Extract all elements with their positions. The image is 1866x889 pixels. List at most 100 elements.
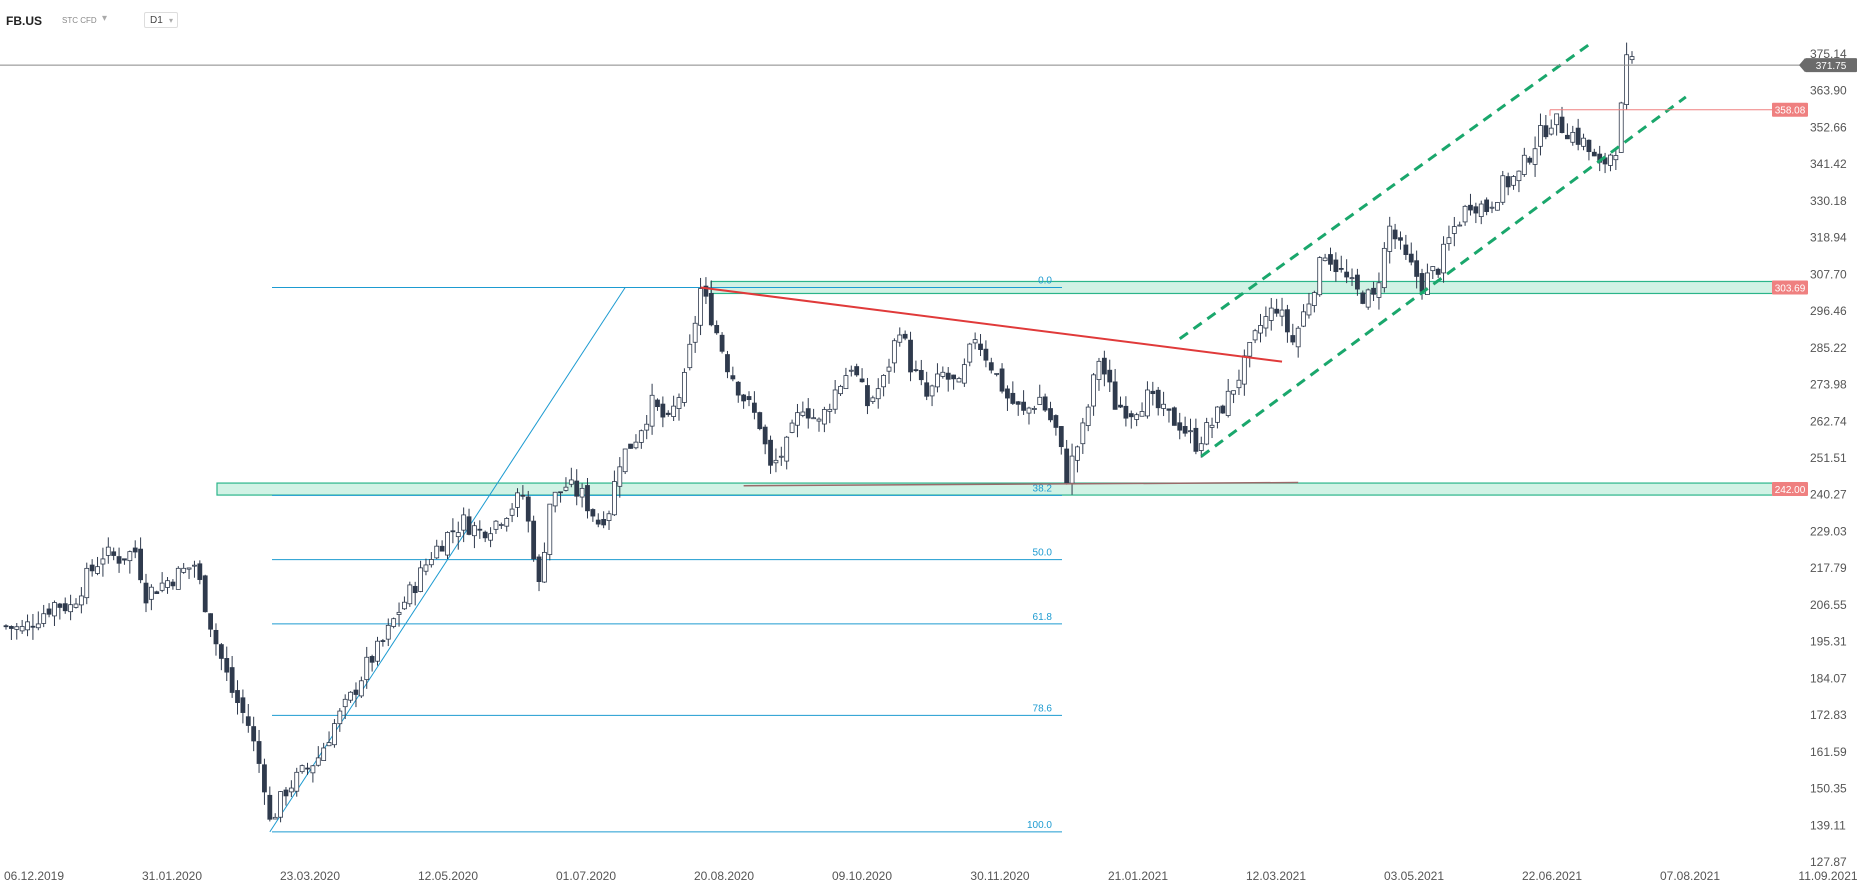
candle-body	[1446, 237, 1452, 244]
candle-body	[832, 389, 838, 410]
candle-body	[305, 767, 310, 770]
candle-body	[439, 545, 445, 552]
candle-body	[1096, 360, 1102, 380]
candle-body	[1365, 289, 1371, 308]
candle-body	[1624, 54, 1630, 105]
candle-body	[1554, 113, 1560, 126]
candle-body	[1247, 341, 1253, 357]
candle-body	[552, 491, 558, 507]
y-axis-tick-label: 352.66	[1810, 120, 1847, 134]
candle-body	[504, 518, 510, 527]
candle-body	[1306, 303, 1312, 316]
candle-body	[628, 443, 633, 449]
candle-body	[536, 556, 542, 582]
candle-body	[1177, 422, 1183, 431]
candle-body	[784, 436, 790, 462]
candle-body	[68, 604, 74, 613]
candle-body	[757, 412, 763, 430]
candle-body	[1048, 408, 1053, 421]
candle-body	[1548, 127, 1554, 135]
candle-body	[1338, 267, 1344, 270]
candle-body	[1511, 176, 1516, 186]
candle-body	[1376, 282, 1382, 298]
candle-body	[789, 422, 795, 433]
candle-body	[1387, 225, 1393, 252]
candle-body	[132, 547, 138, 553]
candle-body	[854, 366, 860, 376]
candle-body	[531, 520, 537, 560]
level-tag: 242.00	[1775, 485, 1806, 496]
candle-body	[1215, 406, 1220, 423]
candle-body	[1371, 287, 1376, 295]
level-tag-bg	[1772, 482, 1808, 497]
candle-body	[665, 412, 671, 415]
candle-body	[181, 567, 187, 573]
candle-body	[681, 372, 687, 403]
candle-body	[170, 581, 176, 587]
candle-body	[940, 371, 946, 377]
y-axis-tick-label: 285.22	[1810, 341, 1847, 355]
candle-body	[498, 524, 504, 526]
candle-body	[956, 378, 962, 383]
candle-body	[961, 364, 967, 384]
candle-body	[746, 396, 752, 401]
candle-body	[1570, 131, 1576, 143]
candle-body	[644, 423, 650, 431]
y-axis-tick-label: 127.87	[1810, 855, 1847, 869]
candle-body	[655, 399, 660, 408]
candle-body	[240, 697, 246, 713]
candle-body	[595, 519, 601, 525]
candle-body	[154, 591, 160, 594]
candle-body	[1532, 148, 1538, 165]
candle-body	[1220, 405, 1226, 414]
candle-body	[983, 348, 989, 361]
candle-body	[795, 412, 800, 426]
level-tag: 358.08	[1775, 106, 1806, 117]
y-axis-tick-label: 217.79	[1810, 561, 1847, 575]
candle-body	[687, 343, 693, 369]
y-axis-tick-label: 139.11	[1810, 818, 1846, 832]
candle-body	[563, 486, 569, 491]
candle-body	[800, 411, 806, 416]
x-axis-tick-label: 11.09.2021	[1798, 869, 1857, 883]
x-axis-tick-label: 12.03.2021	[1246, 869, 1306, 883]
candle-body	[838, 385, 843, 395]
candle-body	[902, 333, 908, 339]
candle-body	[649, 394, 655, 427]
candle-body	[100, 558, 106, 565]
symbol-label[interactable]: FB.US	[6, 14, 42, 28]
timeframe-select[interactable]: D1 ▾	[144, 12, 178, 28]
candle-body	[703, 285, 709, 297]
x-axis-tick-label: 06.12.2019	[4, 869, 64, 883]
candle-body	[951, 374, 957, 380]
y-axis-tick-label: 375.14	[1810, 47, 1847, 61]
y-axis-tick-label: 341.42	[1810, 157, 1847, 171]
candle-body	[89, 564, 95, 572]
candle-body	[1005, 388, 1010, 399]
candle-body	[1166, 408, 1172, 411]
candle-body	[1021, 401, 1026, 411]
instrument-type-label: STC CFD	[62, 16, 97, 25]
candle-body	[676, 397, 682, 409]
candle-body	[332, 723, 337, 746]
candle-body	[1559, 116, 1565, 133]
candle-body	[1091, 374, 1096, 407]
candle-body	[1301, 311, 1306, 327]
symbol-dropdown-icon[interactable]: ▾	[102, 13, 108, 24]
candle-body	[908, 339, 913, 373]
candle-body	[816, 418, 822, 422]
candle-body	[78, 595, 84, 606]
candle-body	[633, 441, 639, 449]
candle-body	[1225, 390, 1231, 416]
x-axis-tick-label: 03.05.2021	[1384, 869, 1444, 883]
zones-layer	[216, 280, 1803, 496]
y-axis-tick-label: 229.03	[1810, 524, 1847, 538]
candle-body	[256, 741, 262, 764]
candle-body	[488, 533, 493, 541]
candle-body	[294, 771, 300, 792]
candle-body	[1155, 389, 1161, 409]
candle-body	[1527, 157, 1533, 163]
candle-body	[105, 546, 111, 556]
candle-body	[1333, 259, 1339, 273]
